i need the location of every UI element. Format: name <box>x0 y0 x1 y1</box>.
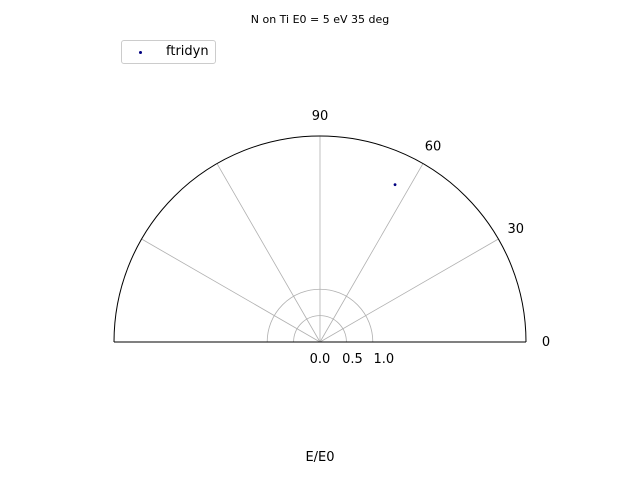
polar-outer-arc <box>113 135 527 343</box>
data-point-0-0 <box>393 183 397 187</box>
grid-layer <box>141 136 499 343</box>
theta-tick-label-60: 60 <box>425 139 442 154</box>
radial-gridline-1 <box>293 315 347 343</box>
theta-gridline-30 <box>319 238 499 343</box>
theta-tick-label-30: 30 <box>507 222 524 237</box>
theta-tick-label-0: 0 <box>542 335 550 350</box>
legend-label-ftridyn: ftridyn <box>166 44 209 59</box>
legend: ftridyn <box>121 40 216 64</box>
radial-tick-label-1: 0.5 <box>342 352 363 367</box>
theta-tick-label-90: 90 <box>312 109 329 124</box>
polar-frame <box>113 135 527 343</box>
points-layer <box>393 183 397 187</box>
chart-title: N on Ti E0 = 5 eV 35 deg <box>250 13 390 26</box>
theta-gridline-120 <box>216 163 321 343</box>
radial-gridline-2 <box>266 288 374 343</box>
radial-tick-label-2: 1.0 <box>373 352 394 367</box>
legend-marker <box>139 51 142 54</box>
tick-labels: 0 30 60 90 0.0 0.5 1.0 <box>310 109 550 367</box>
theta-gridline-150 <box>141 238 321 343</box>
theta-gridline-60 <box>319 163 424 343</box>
radial-tick-label-0: 0.0 <box>310 352 331 367</box>
x-axis-label: E/E0 <box>305 450 335 465</box>
